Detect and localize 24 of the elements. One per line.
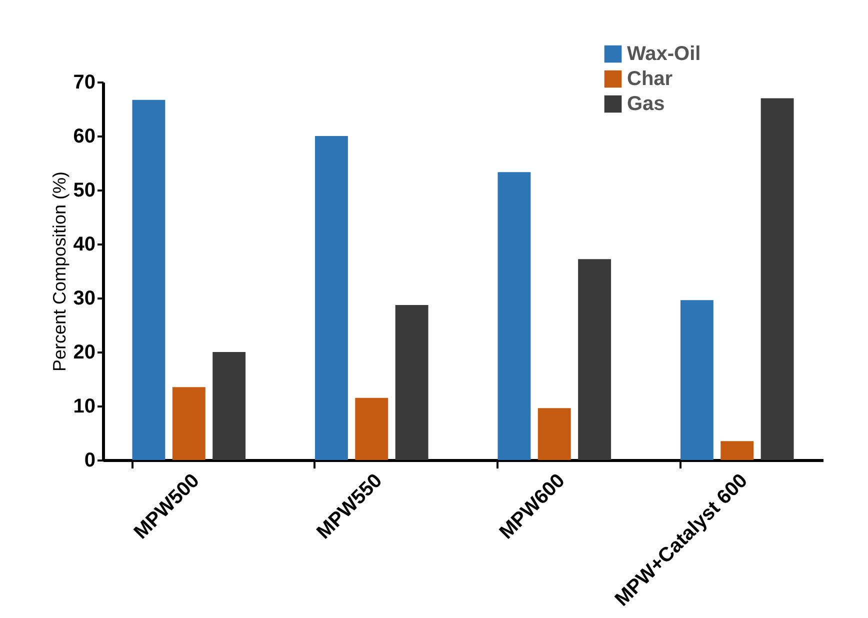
- bar: [395, 305, 428, 460]
- y-tick-label: 50: [73, 180, 96, 202]
- y-tick-label: 0: [84, 450, 96, 472]
- bar: [760, 98, 794, 460]
- bar: [538, 408, 571, 460]
- y-tick-label: 70: [73, 72, 96, 94]
- y-tick-label: 30: [73, 288, 96, 310]
- legend-label: Wax-Oil: [627, 43, 701, 65]
- y-tick-label: 20: [73, 342, 96, 364]
- bar: [680, 300, 714, 460]
- y-tick-label: 40: [73, 234, 96, 256]
- y-tick-label: 60: [73, 126, 96, 148]
- bar: [578, 259, 612, 460]
- bar: [172, 387, 206, 460]
- bar: [720, 441, 754, 460]
- bar: [314, 136, 348, 460]
- bar: [212, 352, 246, 460]
- bar: [498, 172, 531, 460]
- bar: [355, 398, 388, 460]
- legend-label: Gas: [627, 93, 665, 115]
- y-tick-label: 10: [73, 396, 96, 418]
- bar: [132, 100, 166, 460]
- legend-label: Char: [627, 68, 673, 90]
- y-axis-title: Percent Composition (%): [49, 171, 70, 372]
